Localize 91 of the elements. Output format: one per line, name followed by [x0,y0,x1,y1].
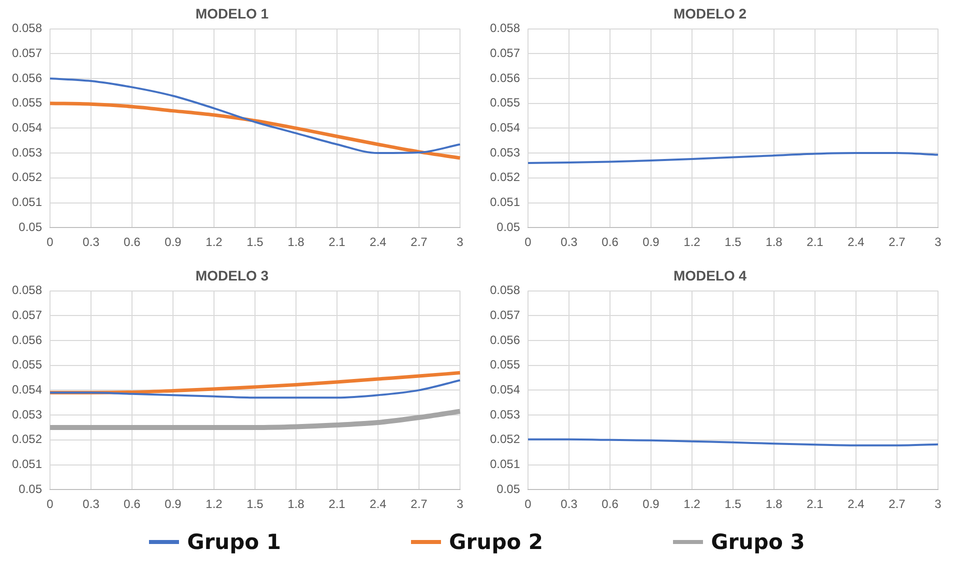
y-tick-label: 0.053 [12,145,42,160]
y-tick-label: 0.055 [490,96,520,110]
x-tick-label: 0.9 [642,235,660,250]
y-tick-label: 0.05 [18,482,42,496]
x-tick-label: 0.6 [124,497,141,512]
chart-title: MODELO 2 [673,5,747,22]
x-tick-label: 1.5 [246,235,264,250]
x-tick-label: 2.1 [806,497,824,512]
x-tick-label: 1.5 [724,235,742,250]
y-tick-label: 0.052 [490,432,520,446]
y-tick-label: 0.057 [12,46,42,60]
x-tick-label: 0 [524,497,532,512]
y-tick-label: 0.054 [12,382,42,397]
y-tick-label: 0.051 [490,195,520,210]
y-tick-label: 0.056 [12,332,42,347]
x-tick-label: 0.9 [642,497,660,512]
x-tick-label: 3 [934,235,942,250]
y-tick-label: 0.057 [12,308,42,322]
y-tick-label: 0.051 [12,457,42,472]
y-tick-label: 0.058 [490,21,520,36]
x-tick-label: 2.4 [848,497,865,512]
x-tick-label: 2.1 [328,235,346,250]
x-tick-label: 0.6 [124,235,141,250]
x-tick-label: 1.5 [724,497,742,512]
x-tick-label: 0.3 [82,497,100,512]
x-tick-label: 0 [46,497,54,512]
line-series [48,102,462,160]
x-tick-label: 2.7 [888,235,906,250]
x-tick-label: 1.5 [246,497,264,512]
x-tick-label: 2.7 [410,497,428,512]
x-tick-label: 1.8 [766,235,783,250]
y-tick-label: 0.052 [12,170,42,184]
y-tick-label: 0.055 [490,358,520,372]
x-tick-label: 3 [934,497,942,512]
y-tick-label: 0.054 [490,120,520,135]
y-tick-label: 0.057 [490,308,520,322]
x-tick-label: 0.6 [602,497,619,512]
x-tick-label: 0.3 [560,235,578,250]
y-tick-label: 0.053 [490,407,520,422]
y-tick-label: 0.054 [490,382,520,397]
y-tick-label: 0.053 [490,145,520,160]
x-tick-label: 1.2 [206,497,223,512]
x-tick-label: 0 [46,235,54,250]
x-tick-label: 0.3 [82,235,100,250]
x-tick-label: 1.2 [206,235,223,250]
x-tick-label: 2.1 [328,497,346,512]
line-series [49,379,461,399]
x-tick-label: 1.8 [288,497,305,512]
x-tick-label: 2.4 [370,497,387,512]
x-tick-label: 1.8 [766,497,783,512]
x-tick-label: 0.9 [164,497,182,512]
y-tick-label: 0.054 [12,120,42,135]
x-tick-label: 3 [456,497,464,512]
y-tick-label: 0.052 [12,432,42,446]
y-tick-label: 0.05 [496,220,520,234]
x-tick-label: 0.6 [602,235,619,250]
x-tick-label: 0.3 [560,497,578,512]
y-tick-label: 0.056 [490,70,520,85]
x-tick-label: 2.7 [410,235,428,250]
x-tick-label: 2.4 [370,235,387,250]
chart-title: MODELO 4 [673,267,747,284]
x-tick-label: 0 [524,235,532,250]
x-tick-label: 2.7 [888,497,906,512]
y-tick-label: 0.051 [490,457,520,472]
y-tick-label: 0.057 [490,46,520,60]
legend-label: Grupo 3 [710,530,805,554]
y-tick-label: 0.05 [18,220,42,234]
y-tick-label: 0.056 [12,70,42,85]
legend-label: Grupo 2 [449,530,543,554]
chart-title: MODELO 3 [195,267,269,284]
chart-title: MODELO 1 [195,5,269,22]
y-tick-label: 0.058 [490,283,520,298]
x-tick-label: 2.4 [848,235,865,250]
y-tick-label: 0.053 [12,407,42,422]
y-tick-label: 0.051 [12,195,42,210]
y-tick-label: 0.055 [12,358,42,372]
x-tick-label: 0.9 [164,235,182,250]
line-series [49,78,461,154]
x-tick-label: 2.1 [806,235,824,250]
y-tick-label: 0.055 [12,96,42,110]
y-tick-label: 0.058 [12,21,42,36]
y-tick-label: 0.05 [496,482,520,496]
x-tick-label: 1.8 [288,235,305,250]
legend-label: Grupo 1 [187,530,282,554]
y-tick-label: 0.056 [490,332,520,347]
y-tick-label: 0.058 [12,283,42,298]
x-tick-label: 1.2 [684,497,701,512]
x-tick-label: 3 [456,235,464,250]
line-series [527,152,939,164]
y-tick-label: 0.052 [490,170,520,184]
x-tick-label: 1.2 [684,235,701,250]
